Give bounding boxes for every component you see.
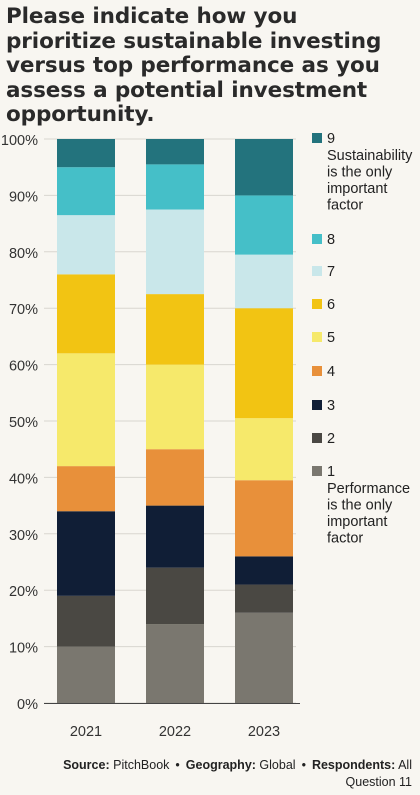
legend-label-3: 3 xyxy=(327,398,335,414)
bar-segment-2021-2 xyxy=(57,595,115,647)
legend-sublabel-1: is the only xyxy=(327,498,393,514)
bar-segment-2022-4 xyxy=(146,449,204,506)
bar-segment-2023-5 xyxy=(235,418,293,481)
x-tick-label: 2021 xyxy=(70,724,102,740)
legend-label-9: 9 xyxy=(327,131,335,147)
bar-segment-2023-7 xyxy=(235,254,293,309)
bar-segment-2022-1 xyxy=(146,624,204,703)
bar-segment-2023-1 xyxy=(235,612,293,703)
y-tick-label: 0% xyxy=(17,697,38,713)
legend-swatch-7 xyxy=(312,266,322,276)
legend-swatch-5 xyxy=(312,332,322,342)
legend-sublabel-9: Sustainability xyxy=(327,148,413,164)
separator-bullet: • xyxy=(175,758,180,772)
legend-sublabel-9: factor xyxy=(327,198,363,214)
legend-swatch-4 xyxy=(312,366,322,376)
bar-segment-2021-5 xyxy=(57,353,115,467)
bar-segment-2022-6 xyxy=(146,294,204,365)
legend-sublabel-1: factor xyxy=(327,531,363,547)
respondents-value: All xyxy=(398,758,412,772)
bar-segment-2022-3 xyxy=(146,505,204,568)
geography-value: Global xyxy=(259,758,296,772)
y-tick-label: 80% xyxy=(9,246,38,262)
bar-segment-2023-9 xyxy=(235,139,293,196)
legend-label-5: 5 xyxy=(327,330,335,346)
y-tick-label: 10% xyxy=(9,641,38,657)
bar-segment-2021-4 xyxy=(57,466,115,512)
bar-segment-2023-6 xyxy=(235,308,293,419)
x-tick-label: 2023 xyxy=(248,724,280,740)
legend-label-2: 2 xyxy=(327,431,335,447)
bar-segment-2022-9 xyxy=(146,139,204,165)
legend-label-8: 8 xyxy=(327,232,335,248)
bar-segment-2022-5 xyxy=(146,364,204,450)
legend-swatch-3 xyxy=(312,400,322,410)
source-line: Source: PitchBook • Geography: Global • Resp… xyxy=(12,757,412,774)
x-tick-label: 2022 xyxy=(159,724,191,740)
bar-segment-2021-3 xyxy=(57,511,115,596)
legend-sublabel-9: important xyxy=(327,181,387,197)
legend-label-4: 4 xyxy=(327,364,335,380)
bar-segment-2023-4 xyxy=(235,480,293,557)
legend-swatch-1 xyxy=(312,466,322,476)
legend-swatch-8 xyxy=(312,234,322,244)
legend-swatch-9 xyxy=(312,133,322,143)
legend-label-6: 6 xyxy=(327,297,335,313)
y-tick-label: 70% xyxy=(9,302,38,318)
y-tick-label: 40% xyxy=(9,471,38,487)
y-tick-label: 100% xyxy=(1,133,38,149)
bar-segment-2021-1 xyxy=(57,646,115,703)
legend-sublabel-1: Performance xyxy=(327,481,410,497)
y-tick-label: 50% xyxy=(9,415,38,431)
legend-swatch-6 xyxy=(312,299,322,309)
bar-segment-2023-3 xyxy=(235,556,293,585)
source-value: PitchBook xyxy=(113,758,170,772)
y-tick-label: 60% xyxy=(9,359,38,375)
legend-label-1: 1 xyxy=(327,464,335,480)
chart-title: Please indicate how you prioritize susta… xyxy=(6,4,382,127)
question-number: Question 11 xyxy=(345,775,412,789)
y-axis-tick-labels: 0% 10% 20% 30% 40% 50% 60% 70% 80% 90% 100% xyxy=(1,133,38,713)
separator-bullet: • xyxy=(301,758,306,772)
bar-segment-2021-6 xyxy=(57,274,115,354)
y-tick-label: 20% xyxy=(9,584,38,600)
source-footer: Source: PitchBook • Geography: Global • Resp… xyxy=(12,757,412,791)
legend-sublabel-9: is the only xyxy=(327,165,393,181)
bar-segment-2021-9 xyxy=(57,139,115,168)
bar-segment-2022-2 xyxy=(146,567,204,625)
legend-label-7: 7 xyxy=(327,264,335,280)
bar-segment-2022-7 xyxy=(146,209,204,295)
bar-segment-2022-8 xyxy=(146,164,204,210)
legend-sublabel-1: important xyxy=(327,514,387,530)
source-label: Source: xyxy=(63,758,110,772)
legend-swatch-2 xyxy=(312,433,322,443)
y-tick-label: 90% xyxy=(9,189,38,205)
y-tick-label: 30% xyxy=(9,528,38,544)
geography-label: Geography: xyxy=(185,758,256,772)
respondents-label: Respondents: xyxy=(311,758,396,772)
bar-segment-2021-7 xyxy=(57,215,115,275)
x-axis-tick-labels: 2021 2022 2023 xyxy=(70,724,280,740)
bar-segment-2023-2 xyxy=(235,584,293,613)
bars xyxy=(57,139,293,703)
bar-segment-2023-8 xyxy=(235,195,293,255)
bar-segment-2021-8 xyxy=(57,167,115,216)
